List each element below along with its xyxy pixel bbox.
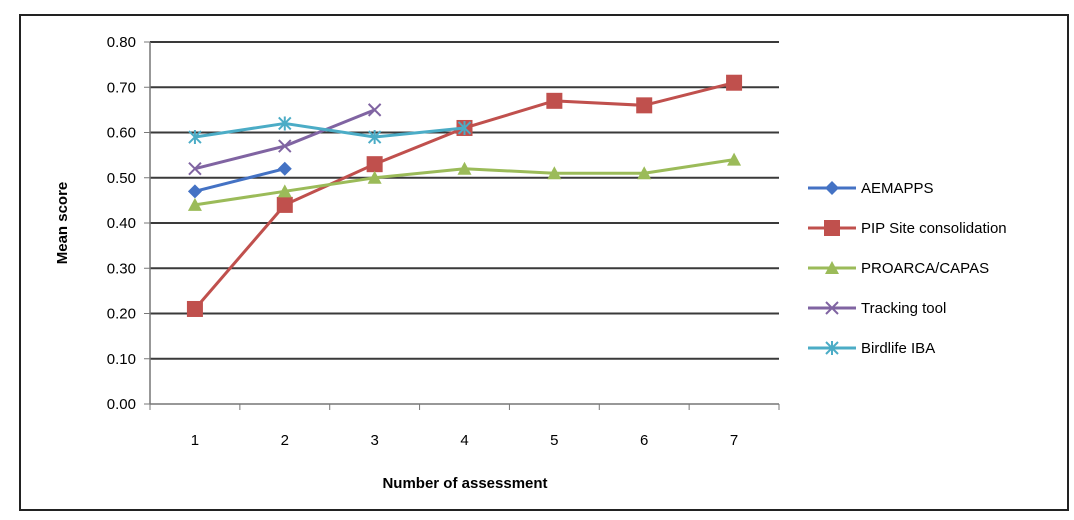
legend-marker-tracking-tool <box>825 301 839 315</box>
x-axis-title: Number of assessment <box>382 475 547 492</box>
y-axis-title: Mean score <box>54 182 71 265</box>
y-tick-label: 0.70 <box>107 79 136 96</box>
series-lines <box>186 74 743 317</box>
x-tick-label: 4 <box>460 432 468 449</box>
data-point-birdlife-iba <box>367 130 382 145</box>
axes <box>144 41 780 410</box>
data-point-pip-site-consolidation <box>546 92 563 109</box>
data-point-proarca-capas <box>457 161 472 175</box>
x-tick-label: 7 <box>730 432 738 449</box>
legend-label-proarca-capas: PROARCA/CAPAS <box>861 260 989 277</box>
data-point-pip-site-consolidation <box>636 97 653 114</box>
data-point-tracking-tool <box>367 103 382 117</box>
data-point-proarca-capas <box>277 184 292 198</box>
data-point-proarca-capas <box>727 152 742 166</box>
data-point-tracking-tool <box>188 161 202 176</box>
y-tick-label: 0.20 <box>107 306 136 323</box>
data-point-pip-site-consolidation <box>366 156 383 173</box>
data-point-pip-site-consolidation <box>276 196 293 213</box>
legend-label-pip-site-consolidation: PIP Site consolidation <box>861 220 1007 237</box>
x-tick-label: 3 <box>370 432 378 449</box>
legend-marker-pip-site-consolidation <box>824 220 840 236</box>
series-line-birdlife-iba <box>194 121 465 139</box>
data-point-tracking-tool <box>278 139 292 153</box>
x-tick-label: 2 <box>281 432 289 449</box>
legend-label-aemapps: AEMAPPS <box>861 180 934 197</box>
x-tick-labels: 1 2 3 4 5 6 7 <box>191 432 738 449</box>
y-tick-label: 0.60 <box>107 125 136 142</box>
data-point-aemapps <box>277 161 292 176</box>
data-point-pip-site-consolidation <box>726 74 743 91</box>
legend-marker-birdlife-iba <box>825 341 839 355</box>
data-point-proarca-capas <box>367 170 382 184</box>
y-tick-label: 0.10 <box>107 351 136 368</box>
y-tick-labels: 0.00 0.10 0.20 0.30 0.40 0.50 0.60 0.70 0.80 <box>107 34 136 413</box>
series-line-aemapps <box>194 167 286 193</box>
data-point-birdlife-iba <box>278 116 292 131</box>
y-tick-label: 0.80 <box>107 34 136 51</box>
x-tick-label: 1 <box>191 432 199 449</box>
legend: AEMAPPS PIP Site consolidation PROARCA/CAP… <box>808 180 1007 357</box>
legend-marker-proarca-capas <box>825 261 839 274</box>
data-point-proarca-capas <box>637 166 652 180</box>
y-tick-label: 0.40 <box>107 215 136 232</box>
legend-label-tracking-tool: Tracking tool <box>861 300 946 317</box>
y-tick-label: 0.50 <box>107 170 136 187</box>
data-point-proarca-capas <box>547 166 562 180</box>
x-tick-label: 5 <box>550 432 558 449</box>
y-tick-label: 0.00 <box>107 396 136 413</box>
data-point-birdlife-iba <box>457 120 472 135</box>
chart-border <box>19 14 1069 511</box>
data-point-pip-site-consolidation <box>186 300 203 317</box>
y-tick-label: 0.30 <box>107 260 136 277</box>
data-point-aemapps <box>187 184 202 199</box>
data-point-birdlife-iba <box>188 130 202 145</box>
x-tick-label: 6 <box>640 432 648 449</box>
legend-marker-aemapps <box>825 181 839 195</box>
legend-label-birdlife-iba: Birdlife IBA <box>861 340 935 357</box>
data-point-proarca-capas <box>187 197 202 211</box>
